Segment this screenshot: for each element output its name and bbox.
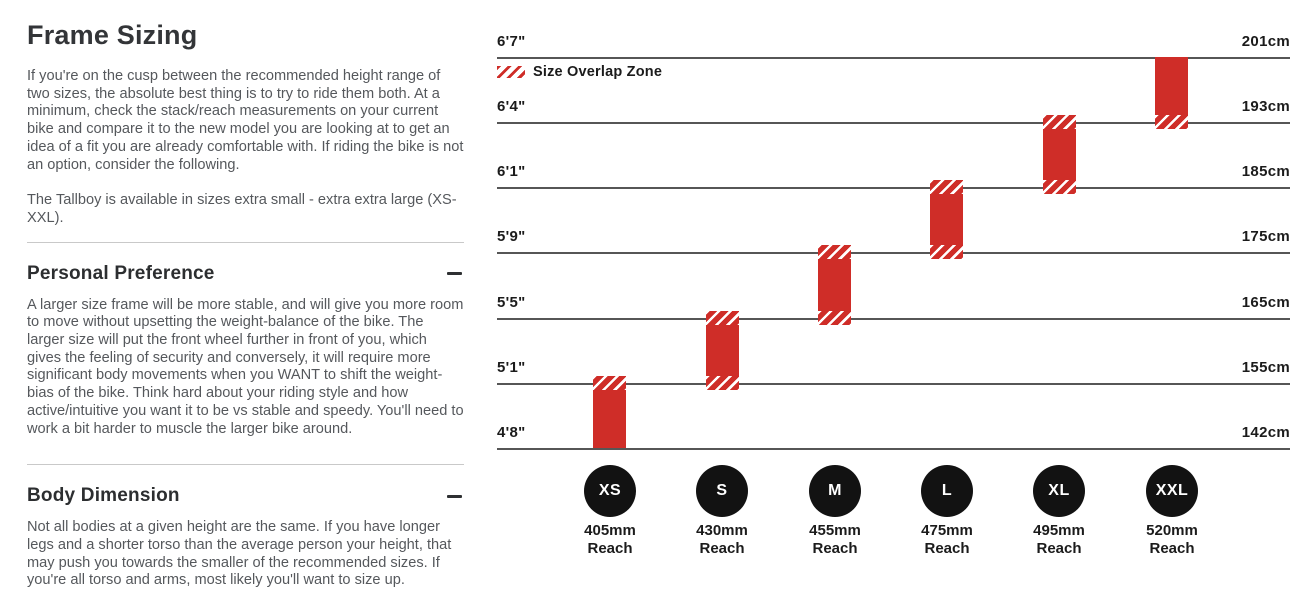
reach-value: 495mm	[1033, 522, 1085, 539]
gridline-142cm: 4'8" 142cm	[497, 424, 1290, 450]
reach-caption: Reach	[812, 540, 858, 557]
section-heading-body-dimension: Body Dimension	[27, 485, 180, 507]
size-circle-m: M	[809, 465, 861, 517]
gridline-175cm: 5'9" 175cm	[497, 228, 1290, 254]
height-label-metric: 193cm	[1241, 98, 1290, 115]
reach-value: 455mm	[809, 522, 861, 539]
article-column: Frame Sizing If you're on the cusp betwe…	[27, 12, 464, 589]
overlap-zone-hatch	[1155, 115, 1188, 129]
size-bar-s	[706, 311, 739, 390]
accordion-body-dimension: Body Dimension Not all bodies at a given…	[27, 464, 464, 589]
accordion-header: Body Dimension	[27, 465, 464, 519]
height-label-imperial: 6'7"	[497, 33, 526, 50]
section-heading-personal-preference: Personal Preference	[27, 262, 215, 284]
overlap-zone-hatch	[593, 376, 626, 390]
reach-caption: Reach	[924, 540, 970, 557]
minus-icon	[447, 272, 462, 276]
overlap-zone-swatch-icon	[497, 66, 525, 78]
section-body-personal-preference: A larger size frame will be more stable,…	[27, 296, 464, 437]
reach-label-s: 430mm Reach	[667, 522, 777, 558]
size-bar-xl	[1043, 115, 1076, 194]
chart-legend: Size Overlap Zone	[497, 64, 662, 80]
height-label-metric: 165cm	[1241, 294, 1290, 311]
accordion-header: Personal Preference	[27, 243, 464, 297]
legend-label: Size Overlap Zone	[533, 64, 663, 80]
size-chart: 6'7" 201cm 6'4" 193cm 6'1" 185cm 5'9" 17…	[497, 0, 1290, 589]
reach-caption: Reach	[1036, 540, 1082, 557]
height-label-imperial: 6'1"	[497, 163, 526, 180]
height-label-metric: 175cm	[1241, 228, 1290, 245]
reach-value: 430mm	[696, 522, 748, 539]
overlap-zone-hatch	[930, 180, 963, 194]
reach-label-l: 475mm Reach	[892, 522, 1002, 558]
height-label-metric: 142cm	[1241, 424, 1290, 441]
minus-icon	[447, 494, 462, 498]
height-label-imperial: 5'9"	[497, 228, 526, 245]
reach-value: 520mm	[1146, 522, 1198, 539]
size-circle-s: S	[696, 465, 748, 517]
size-circle-l: L	[921, 465, 973, 517]
height-label-imperial: 5'1"	[497, 359, 526, 376]
reach-value: 405mm	[584, 522, 636, 539]
reach-label-xxl: 520mm Reach	[1117, 522, 1227, 558]
accordion-personal-preference: Personal Preference A larger size frame …	[27, 241, 464, 439]
size-bar-m	[818, 245, 851, 325]
size-circle-xl: XL	[1033, 465, 1085, 517]
size-bar-xxl	[1155, 57, 1188, 129]
size-bar-xs	[593, 376, 626, 448]
gridline-201cm: 6'7" 201cm	[497, 33, 1290, 59]
height-label-imperial: 5'5"	[497, 294, 526, 311]
height-label-metric: 201cm	[1241, 33, 1290, 50]
page-title: Frame Sizing	[27, 20, 198, 50]
reach-label-xs: 405mm Reach	[555, 522, 665, 558]
overlap-zone-hatch	[1043, 180, 1076, 194]
height-label-metric: 185cm	[1241, 163, 1290, 180]
size-circle-xxl: XXL	[1146, 465, 1198, 517]
overlap-zone-hatch	[1043, 115, 1076, 129]
overlap-zone-hatch	[706, 311, 739, 325]
height-label-metric: 155cm	[1241, 359, 1290, 376]
gridline-165cm: 5'5" 165cm	[497, 294, 1290, 320]
overlap-zone-hatch	[706, 376, 739, 390]
gridline-193cm: 6'4" 193cm	[497, 98, 1290, 124]
reach-caption: Reach	[699, 540, 745, 557]
overlap-zone-hatch	[818, 245, 851, 259]
collapse-button[interactable]	[445, 491, 464, 502]
reach-label-m: 455mm Reach	[780, 522, 890, 558]
overlap-zone-hatch	[930, 245, 963, 259]
reach-caption: Reach	[1149, 540, 1195, 557]
section-body-body-dimension: Not all bodies at a given height are the…	[27, 519, 452, 589]
overlap-zone-hatch	[818, 311, 851, 325]
gridline-185cm: 6'1" 185cm	[497, 163, 1290, 189]
size-circle-xs: XS	[584, 465, 636, 517]
intro-paragraph-1: If you're on the cusp between the recomm…	[27, 68, 464, 173]
height-label-imperial: 4'8"	[497, 424, 526, 441]
collapse-button[interactable]	[445, 268, 464, 279]
reach-caption: Reach	[587, 540, 633, 557]
reach-value: 475mm	[921, 522, 973, 539]
reach-label-xl: 495mm Reach	[1004, 522, 1114, 558]
size-bar-l	[930, 180, 963, 259]
gridline-155cm: 5'1" 155cm	[497, 359, 1290, 385]
intro-paragraph-2: The Tallboy is available in sizes extra …	[27, 192, 457, 226]
height-label-imperial: 6'4"	[497, 98, 526, 115]
